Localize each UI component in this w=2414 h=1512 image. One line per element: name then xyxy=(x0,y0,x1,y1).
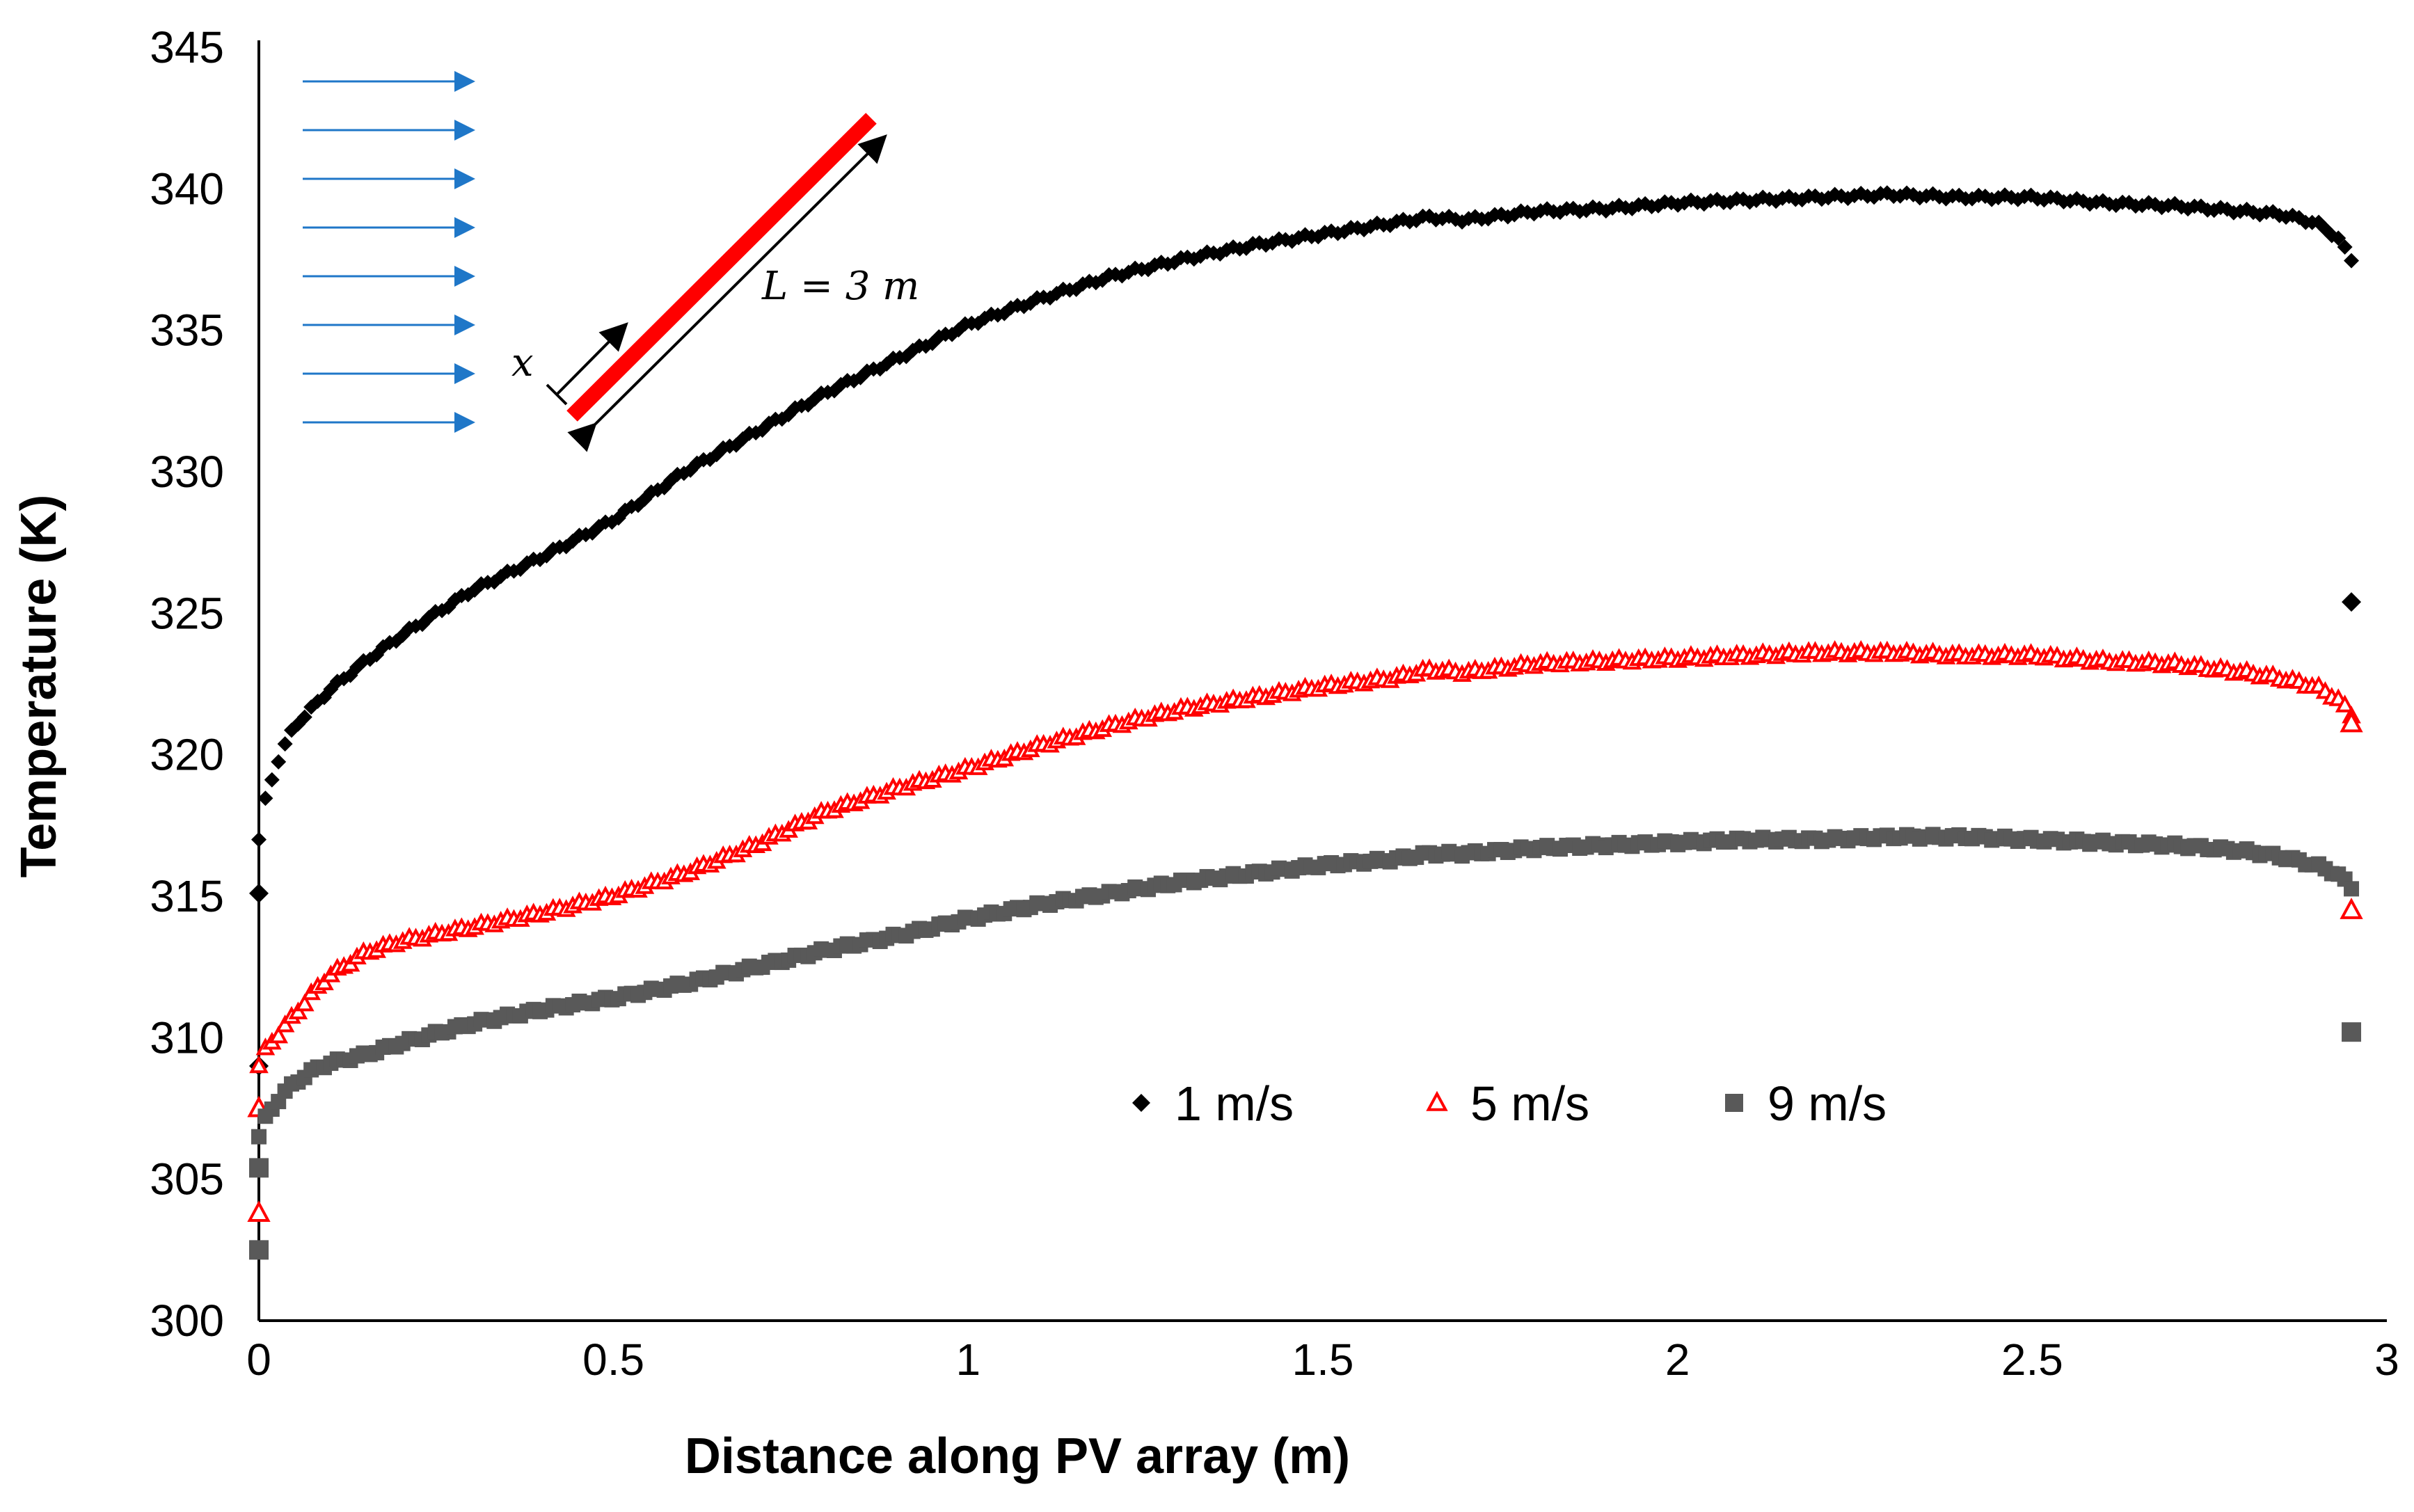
y-axis-title: Temperature (K) xyxy=(11,495,67,878)
x-tick-label: 1.5 xyxy=(1292,1335,1354,1385)
legend-marker-icon xyxy=(1426,1090,1448,1111)
tick-labels: 0 0.5 1 1.5 2 2.5 3 300 305 310 315 320 325 330 335 340… xyxy=(150,22,2399,1385)
data-point xyxy=(2340,898,2363,919)
data-point xyxy=(2342,1022,2362,1042)
data-point xyxy=(277,736,293,752)
legend: 1 m/s 5 m/s 9 m/s xyxy=(1132,1076,1887,1131)
y-tick-label: 345 xyxy=(150,22,224,72)
data-point xyxy=(702,452,718,468)
data-point xyxy=(249,1055,269,1074)
y-tick-label: 335 xyxy=(150,305,224,356)
legend-marker-icon xyxy=(1725,1094,1743,1112)
y-tick-label: 310 xyxy=(150,1012,224,1063)
series-9-m-s xyxy=(249,827,2362,1260)
data-point xyxy=(2344,253,2360,269)
x-axis-title: Distance along PV array (m) xyxy=(685,1429,1350,1484)
legend-label: 5 m/s xyxy=(1470,1076,1589,1131)
data-point xyxy=(269,1025,289,1044)
wind-arrows xyxy=(303,71,475,433)
panel-length-arrow xyxy=(567,134,887,452)
y-tick-label: 325 xyxy=(150,588,224,638)
legend-label: 9 m/s xyxy=(1768,1076,1887,1131)
legend-marker-icon xyxy=(1132,1094,1150,1112)
series-5-m-s xyxy=(247,639,2363,1222)
data-point xyxy=(247,1200,271,1222)
data-point xyxy=(2335,694,2355,713)
position-arrow-tail xyxy=(546,383,568,406)
y-tick-label: 315 xyxy=(150,871,224,921)
data-point xyxy=(264,772,280,788)
data-point xyxy=(275,1014,295,1033)
data-point xyxy=(257,790,273,806)
data-point xyxy=(271,754,287,770)
position-label: x xyxy=(511,340,534,385)
y-tick-label: 340 xyxy=(150,164,224,214)
data-series xyxy=(247,185,2363,1260)
data-point xyxy=(249,1240,269,1260)
y-tick-label: 330 xyxy=(150,447,224,497)
data-point xyxy=(2337,239,2353,255)
y-tick-label: 300 xyxy=(150,1296,224,1346)
x-tick-label: 2.5 xyxy=(2001,1335,2063,1385)
data-point xyxy=(2342,592,2362,612)
y-tick-label: 305 xyxy=(150,1154,224,1204)
x-tick-label: 3 xyxy=(2374,1335,2399,1385)
x-tick-label: 0.5 xyxy=(582,1335,644,1385)
data-point xyxy=(2330,230,2346,246)
panel-length-label: L = 3 m xyxy=(761,264,919,309)
data-point xyxy=(294,993,315,1012)
position-arrow xyxy=(555,322,628,396)
x-tick-label: 1 xyxy=(956,1335,981,1385)
data-point xyxy=(2344,881,2360,897)
y-tick-label: 320 xyxy=(150,730,224,780)
data-point xyxy=(251,1129,267,1145)
x-tick-label: 2 xyxy=(1665,1335,1690,1385)
series-1-m-s xyxy=(249,185,2362,1076)
data-point xyxy=(251,831,267,847)
data-point xyxy=(296,709,312,725)
data-point xyxy=(249,883,269,903)
x-tick-label: 0 xyxy=(246,1335,271,1385)
data-point xyxy=(2340,710,2363,733)
data-point xyxy=(891,349,907,365)
legend-label: 1 m/s xyxy=(1175,1076,1294,1131)
data-point xyxy=(249,1158,269,1178)
